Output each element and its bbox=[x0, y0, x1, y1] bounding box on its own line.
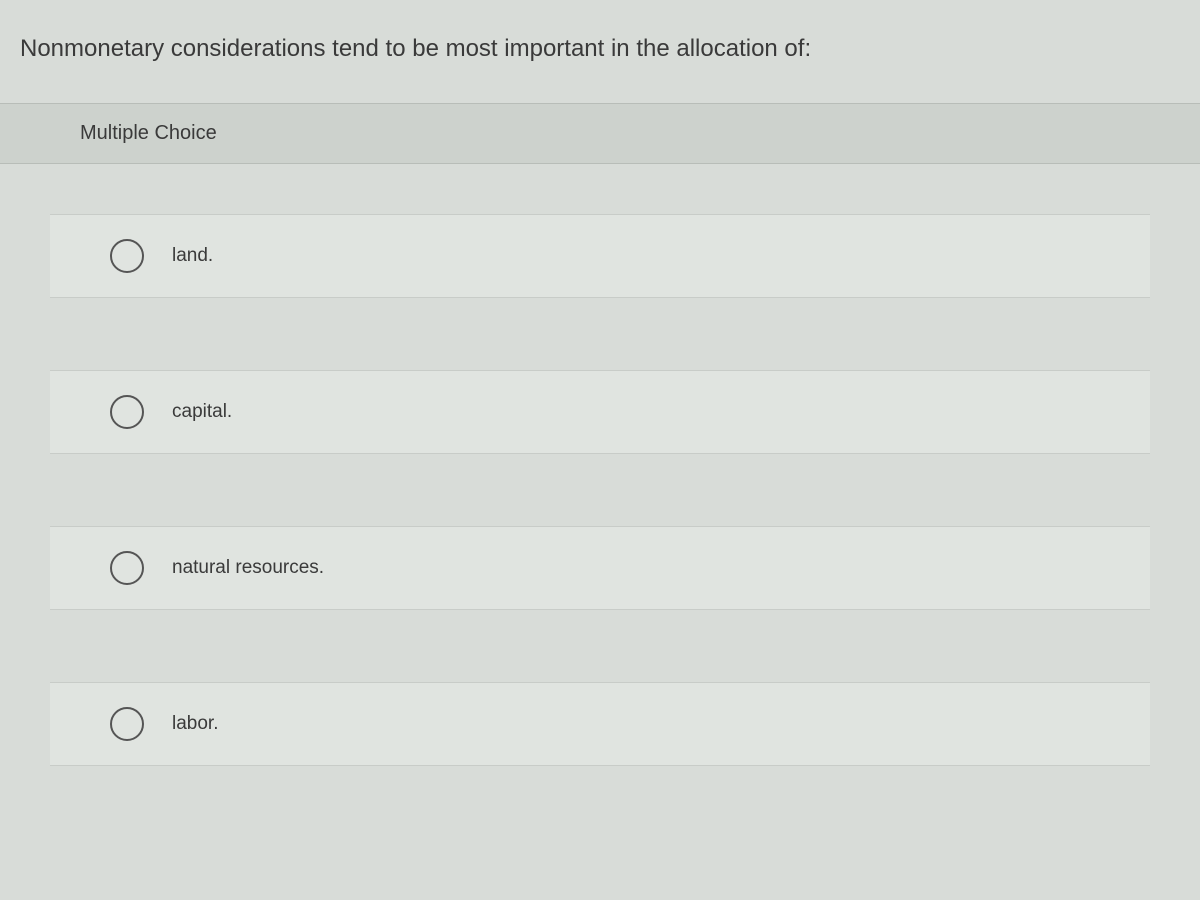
option-label: land. bbox=[172, 245, 213, 267]
option-land[interactable]: land. bbox=[50, 214, 1150, 298]
option-label: natural resources. bbox=[172, 557, 324, 579]
option-label: capital. bbox=[172, 401, 232, 423]
radio-icon[interactable] bbox=[110, 239, 144, 273]
option-natural-resources[interactable]: natural resources. bbox=[50, 526, 1150, 610]
options-area: land. capital. natural resources. labor. bbox=[0, 214, 1200, 766]
radio-icon[interactable] bbox=[110, 395, 144, 429]
option-labor[interactable]: labor. bbox=[50, 682, 1150, 766]
option-capital[interactable]: capital. bbox=[50, 370, 1150, 454]
question-text: Nonmonetary considerations tend to be mo… bbox=[0, 20, 1200, 103]
radio-icon[interactable] bbox=[110, 551, 144, 585]
option-label: labor. bbox=[172, 713, 218, 735]
section-header: Multiple Choice bbox=[0, 103, 1200, 164]
radio-icon[interactable] bbox=[110, 707, 144, 741]
quiz-question-container: Nonmonetary considerations tend to be mo… bbox=[0, 0, 1200, 900]
